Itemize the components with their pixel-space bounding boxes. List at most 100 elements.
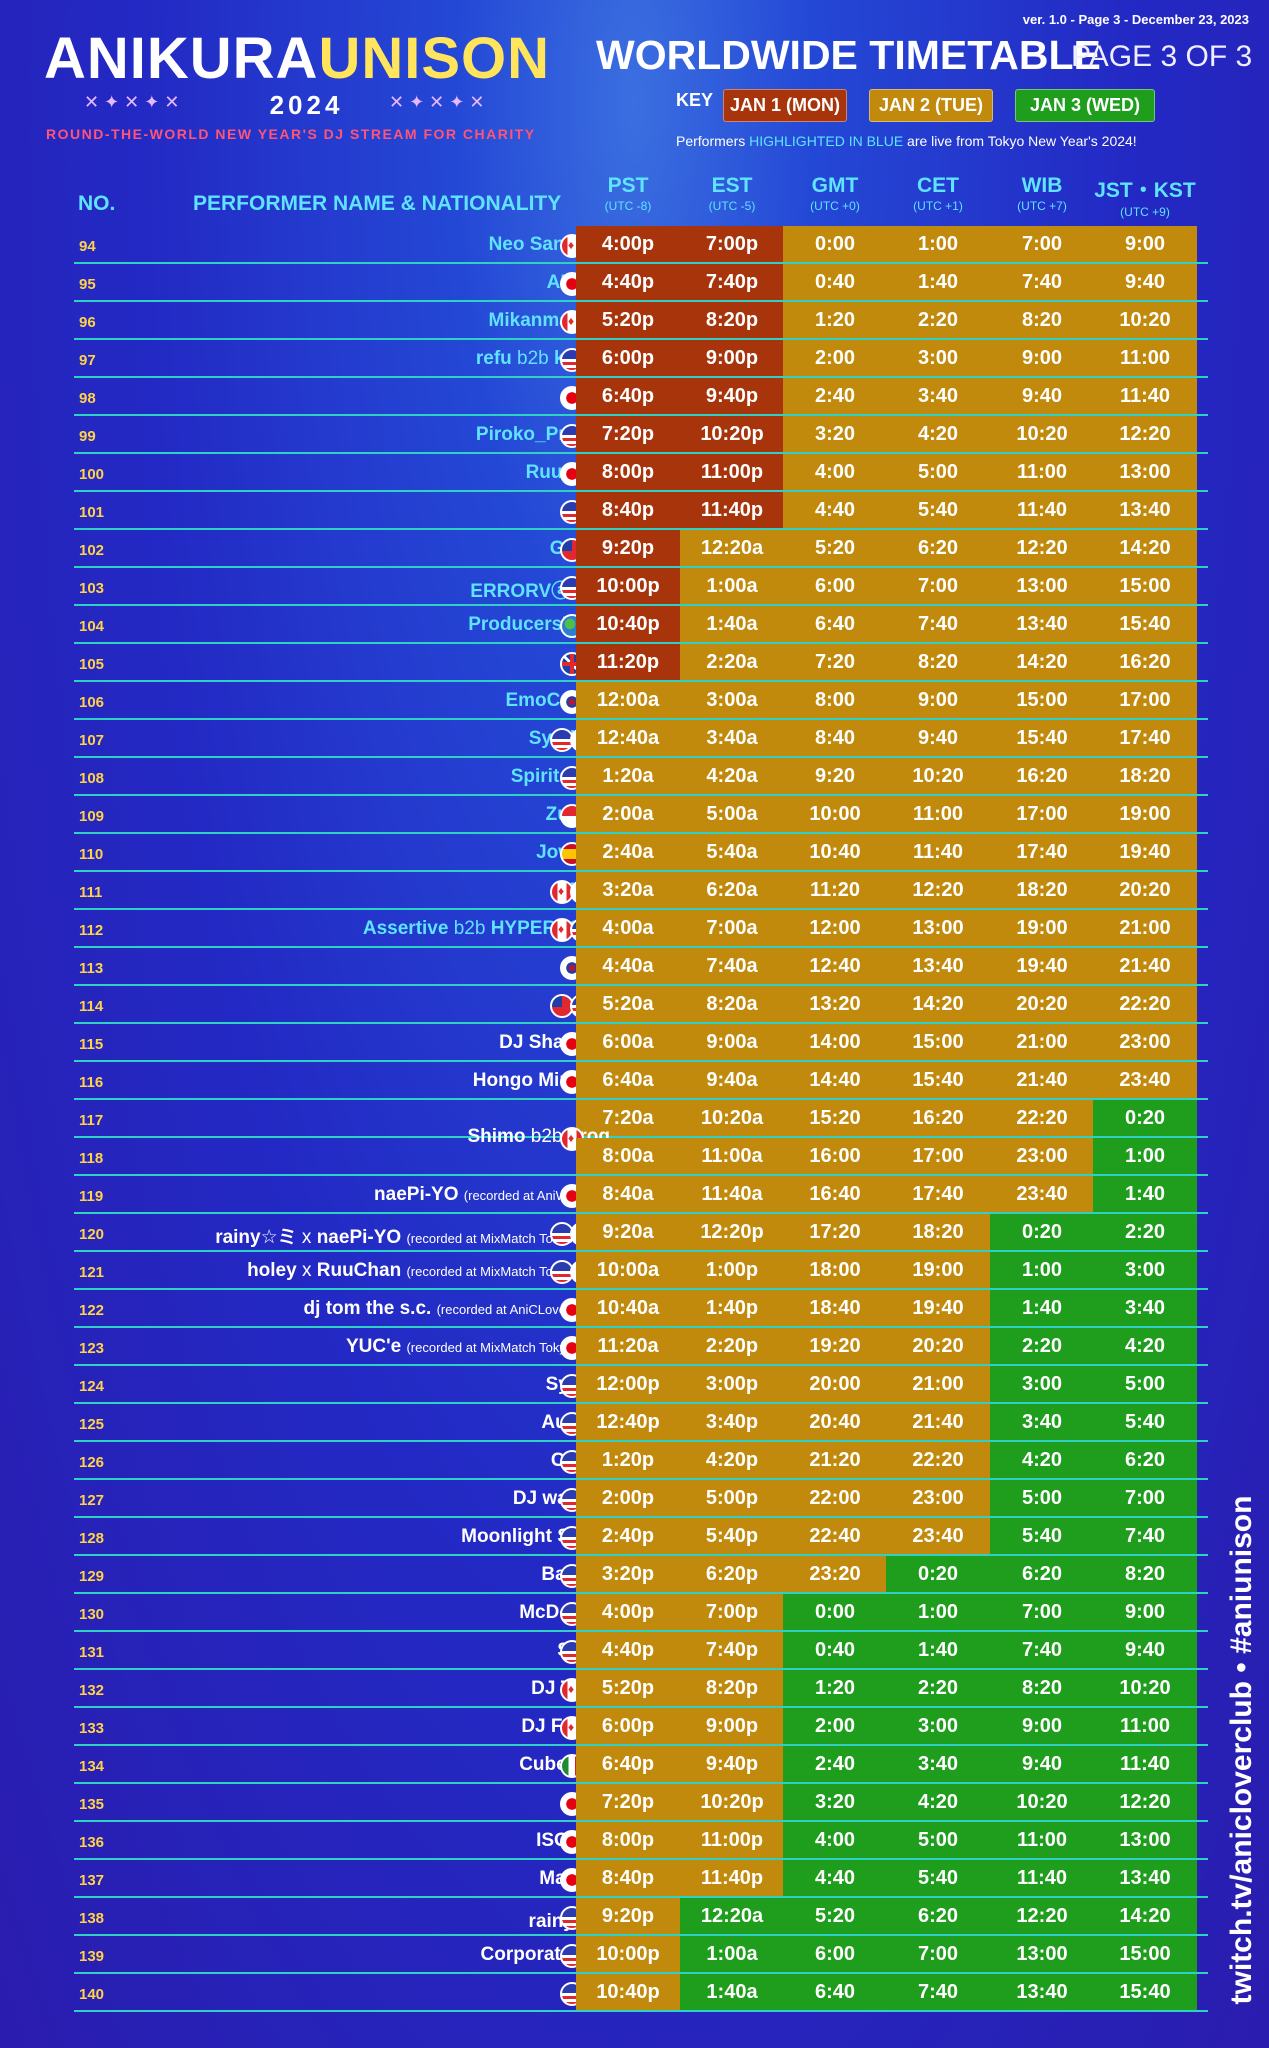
time-cell-jst・kst: 0:20 xyxy=(1093,1100,1197,1136)
row-number: 95 xyxy=(79,276,96,293)
time-cell-jst・kst: 14:20 xyxy=(1093,530,1197,566)
time-cell-gmt: 1:20 xyxy=(783,302,887,338)
time-cell-cet: 23:00 xyxy=(886,1480,990,1516)
time-cell-jst・kst: 10:20 xyxy=(1093,1670,1197,1706)
time-cell-est: 11:00a xyxy=(680,1138,784,1174)
time-cell-est: 7:40p xyxy=(680,264,784,300)
time-cell-wib: 8:20 xyxy=(990,302,1094,338)
time-cell-est: 11:40p xyxy=(680,1860,784,1896)
table-row: 106 EmoCosine 12:00a 3:00a 8:00 9:00 15:00 17:0… xyxy=(74,682,1208,720)
time-cell-cet: 7:00 xyxy=(886,568,990,604)
row-number: 100 xyxy=(79,466,105,483)
time-cell-wib: 14:20 xyxy=(990,644,1094,680)
time-cell-jst・kst: 11:00 xyxy=(1093,340,1197,376)
time-cell-jst・kst: 17:40 xyxy=(1093,720,1197,756)
time-cell-cet: 7:40 xyxy=(886,1974,990,2010)
column-header-name: PERFORMER NAME & NATIONALITY xyxy=(193,192,562,215)
time-cell-est: 3:40p xyxy=(680,1404,784,1440)
time-cell-jst・kst: 21:40 xyxy=(1093,948,1197,984)
time-cell-pst: 2:00a xyxy=(576,796,680,832)
timezone-header-0: PST (UTC -8) xyxy=(604,174,652,213)
time-cell-est: 3:00p xyxy=(680,1366,784,1402)
row-number: 122 xyxy=(79,1302,105,1319)
time-cell-wib: 19:40 xyxy=(990,948,1094,984)
time-cell-wib: 2:20 xyxy=(990,1328,1094,1364)
time-cell-cet: 16:20 xyxy=(886,1100,990,1136)
time-cell-pst: 4:00p xyxy=(576,1594,680,1630)
row-number: 121 xyxy=(79,1264,105,1281)
row-number: 99 xyxy=(79,428,96,445)
time-cell-est: 1:40a xyxy=(680,1974,784,2010)
time-cell-jst・kst: 17:00 xyxy=(1093,682,1197,718)
time-cell-wib: 20:20 xyxy=(990,986,1094,1022)
time-cell-gmt: 20:00 xyxy=(783,1366,887,1402)
time-cell-wib: 13:00 xyxy=(990,568,1094,604)
time-cell-pst: 8:00p xyxy=(576,454,680,490)
time-cell-gmt: 6:40 xyxy=(783,606,887,642)
timezone-header-2: GMT (UTC +0) xyxy=(810,174,860,213)
time-cell-est: 1:40a xyxy=(680,606,784,642)
time-cell-gmt: 0:00 xyxy=(783,1594,887,1630)
time-cell-cet: 4:20 xyxy=(886,416,990,452)
time-cell-wib: 8:20 xyxy=(990,1670,1094,1706)
table-row: 120 rainy☆ミ x naePi-YO (recorded at MixMa… xyxy=(74,1214,1208,1252)
row-number: 132 xyxy=(79,1682,105,1699)
time-cell-pst: 8:40a xyxy=(576,1176,680,1212)
time-cell-gmt: 14:40 xyxy=(783,1062,887,1098)
time-cell-est: 1:40p xyxy=(680,1290,784,1326)
time-cell-pst: 4:40p xyxy=(576,1632,680,1668)
time-cell-cet: 4:20 xyxy=(886,1784,990,1820)
time-cell-gmt: 16:00 xyxy=(783,1138,887,1174)
row-number: 130 xyxy=(79,1606,105,1623)
timezone-header-3: CET (UTC +1) xyxy=(913,174,963,213)
row-number: 113 xyxy=(79,960,104,977)
timezone-header-1: EST (UTC -5) xyxy=(708,174,756,213)
time-cell-pst: 6:00a xyxy=(576,1024,680,1060)
row-number: 111 xyxy=(79,884,103,901)
time-cell-jst・kst: 1:00 xyxy=(1093,1138,1197,1174)
time-cell-wib: 15:40 xyxy=(990,720,1094,756)
anikura-unison-logo: ANIKURAUNISON ✕ ✦ ✕ ✦ ✕ ✕ ✦ ✕ ✦ ✕ 2024 R… xyxy=(44,30,584,145)
time-cell-gmt: 19:20 xyxy=(783,1328,887,1364)
time-cell-pst: 7:20p xyxy=(576,1784,680,1820)
time-cell-pst: 6:00p xyxy=(576,340,680,376)
table-row: 108Spiritsnare1:20a4:20a9:2010:2016:2018… xyxy=(74,758,1208,796)
time-cell-est: 9:00p xyxy=(680,340,784,376)
row-number: 129 xyxy=(79,1568,105,1585)
time-cell-jst・kst: 6:20 xyxy=(1093,1442,1197,1478)
performer-name: YUC'e (recorded at MixMatch Tokyo 2023) xyxy=(345,1336,610,1357)
time-cell-cet: 3:40 xyxy=(886,378,990,414)
time-cell-jst・kst: 15:00 xyxy=(1093,568,1197,604)
time-cell-gmt: 9:20 xyxy=(783,758,887,794)
time-cell-pst: 1:20p xyxy=(576,1442,680,1478)
time-cell-est: 5:00p xyxy=(680,1480,784,1516)
time-cell-wib: 11:00 xyxy=(990,454,1094,490)
time-cell-gmt: 18:40 xyxy=(783,1290,887,1326)
row-number: 110 xyxy=(79,846,104,863)
time-cell-est: 6:20a xyxy=(680,872,784,908)
time-cell-pst: 6:40p xyxy=(576,1746,680,1782)
time-cell-wib: 23:00 xyxy=(990,1138,1094,1174)
time-cell-wib: 17:40 xyxy=(990,834,1094,870)
time-cell-jst・kst: 13:40 xyxy=(1093,1860,1197,1896)
time-cell-cet: 2:20 xyxy=(886,1670,990,1706)
time-cell-jst・kst: 1:40 xyxy=(1093,1176,1197,1212)
time-cell-est: 12:20a xyxy=(680,1898,784,1934)
time-cell-cet: 23:40 xyxy=(886,1518,990,1554)
time-cell-est: 8:20p xyxy=(680,1670,784,1706)
time-cell-pst: 10:00p xyxy=(576,1936,680,1972)
time-cell-est: 12:20p xyxy=(680,1214,784,1250)
time-cell-cet: 13:40 xyxy=(886,948,990,984)
time-cell-wib: 7:00 xyxy=(990,226,1094,262)
time-cell-pst: 1:20a xyxy=(576,758,680,794)
row-number: 139 xyxy=(79,1948,105,1965)
table-row: 122 dj tom the s.c. (recorded at AniCLove… xyxy=(74,1290,1208,1328)
